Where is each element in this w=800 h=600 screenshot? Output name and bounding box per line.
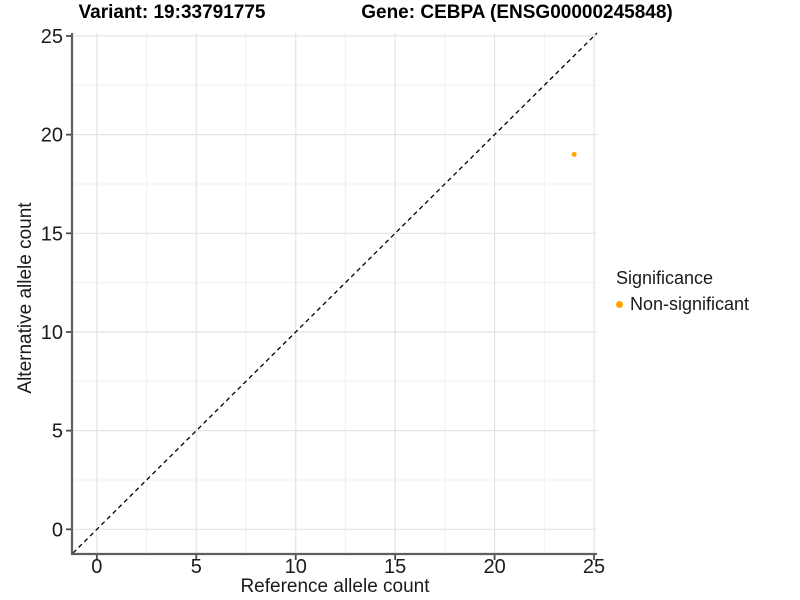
- x-axis-title: Reference allele count: [240, 576, 430, 597]
- y-axis-title: Alternative allele count: [15, 202, 36, 394]
- x-tick-label: 5: [191, 556, 202, 578]
- y-tick-label: 0: [52, 519, 63, 541]
- x-tick-label: 10: [285, 556, 307, 578]
- legend-item-label: Non-significant: [630, 294, 750, 314]
- x-tick-label: 25: [583, 556, 605, 578]
- y-tick-label: 10: [41, 322, 63, 344]
- identity-reference-line: [72, 32, 598, 554]
- y-tick-label: 25: [41, 26, 63, 48]
- plot-title-gene: Gene: CEBPA (ENSG00000245848): [361, 2, 673, 23]
- plot-title-variant: Variant: 19:33791775: [78, 2, 266, 23]
- x-tick-label: 0: [91, 556, 102, 578]
- legend-item-non-significant: Non-significant: [616, 294, 749, 315]
- x-tick-label: 20: [483, 556, 505, 578]
- x-tick-label: 15: [384, 556, 406, 578]
- y-tick-label: 15: [41, 223, 63, 245]
- legend-point-icon: [616, 301, 623, 308]
- legend-title: Significance: [616, 268, 714, 288]
- y-tick-label: 20: [41, 125, 63, 147]
- y-tick-label: 5: [52, 421, 63, 443]
- legend: Significance Non-significant: [616, 268, 749, 315]
- data-point: [571, 151, 577, 157]
